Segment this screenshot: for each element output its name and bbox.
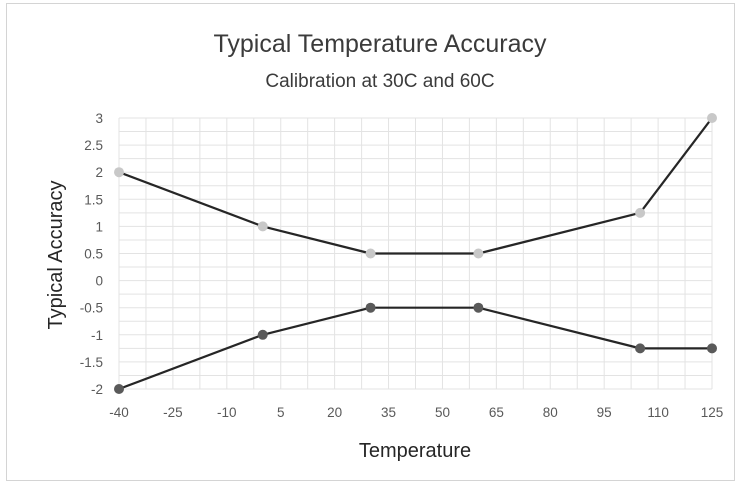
x-tick-label: -40 [109, 405, 129, 420]
x-axis-title: Temperature [359, 440, 471, 462]
y-tick-label: 1 [95, 219, 103, 234]
chart-title: Typical Temperature Accuracy [213, 30, 547, 58]
x-tick-label: 95 [597, 405, 612, 420]
data-point [365, 302, 376, 313]
y-tick-label: -0.5 [80, 301, 103, 316]
y-tick-label: -2 [91, 382, 103, 397]
y-tick-label: 2.5 [84, 138, 103, 153]
x-tick-label: 125 [701, 405, 724, 420]
x-tick-label: 5 [277, 405, 285, 420]
series-line-1 [118, 117, 713, 255]
y-axis-title: Typical Accuracy [45, 181, 67, 330]
series-group [114, 113, 717, 394]
x-tick-label: 110 [647, 405, 669, 420]
data-point [707, 343, 717, 354]
x-tick-label: -25 [163, 405, 183, 420]
data-point [257, 221, 268, 232]
data-point [114, 384, 124, 394]
y-tick-label: 2 [95, 165, 103, 180]
data-point [707, 113, 717, 123]
x-tick-label: 80 [543, 405, 558, 420]
chart-frame [6, 3, 735, 481]
y-tick-label: -1.5 [80, 355, 103, 370]
grid [118, 117, 713, 390]
y-tick-label: 1.5 [84, 192, 103, 207]
x-tick-label: -10 [217, 405, 237, 420]
x-tick-label: 20 [327, 405, 342, 420]
data-point [473, 248, 484, 259]
y-tick-label: 0.5 [84, 247, 103, 262]
x-tick-label: 50 [435, 405, 450, 420]
chart-subtitle: Calibration at 30C and 60C [265, 71, 494, 92]
y-axis-ticks: 3 2.5 2 1.5 1 0.5 0 -0.5 -1 -1.5 -2 [80, 111, 103, 397]
y-tick-label: 3 [95, 111, 103, 126]
data-point [365, 248, 376, 259]
data-point [257, 329, 268, 340]
data-point [473, 302, 484, 313]
series-line-2 [118, 306, 712, 391]
x-tick-label: 65 [489, 405, 504, 420]
data-point [635, 343, 646, 354]
x-tick-label: 35 [381, 405, 396, 420]
data-point [114, 167, 124, 178]
y-tick-label: 0 [95, 274, 103, 289]
x-axis-ticks: -40 -25 -10 5 20 35 50 65 80 95 110 125 [109, 405, 723, 420]
y-tick-label: -1 [91, 328, 103, 343]
data-point [635, 207, 646, 218]
